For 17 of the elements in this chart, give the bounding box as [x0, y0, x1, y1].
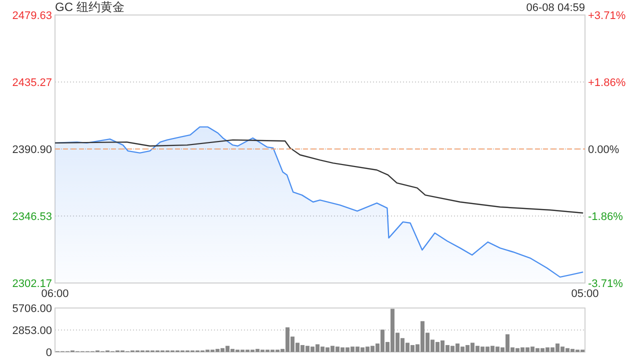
y2-tick-label: +1.86% [588, 76, 626, 89]
x-tick-label: 05:00 [571, 288, 599, 300]
y-tick-label: 0 [46, 347, 52, 359]
y2-tick-label: -3.71% [588, 278, 624, 290]
y-tick-label: 2390.90 [12, 144, 52, 156]
x-tick-label: 06:00 [41, 288, 69, 300]
y-tick-label: 2346.53 [12, 211, 52, 224]
text: 06-08 04:59 [526, 2, 585, 14]
chart-title: GC 纽约黄金 [55, 0, 124, 14]
y-tick-label: 2853.00 [12, 325, 52, 337]
y2-tick-label: 0.00% [588, 144, 620, 156]
y-tick-label: 5706.00 [12, 303, 52, 315]
y-tick-label: 2435.27 [12, 76, 52, 89]
y2-tick-label: +3.71% [588, 10, 626, 22]
y-tick-label: 2302.17 [12, 278, 52, 290]
y2-tick-label: -1.86% [588, 211, 624, 224]
y-tick-label: 2479.63 [12, 10, 52, 22]
